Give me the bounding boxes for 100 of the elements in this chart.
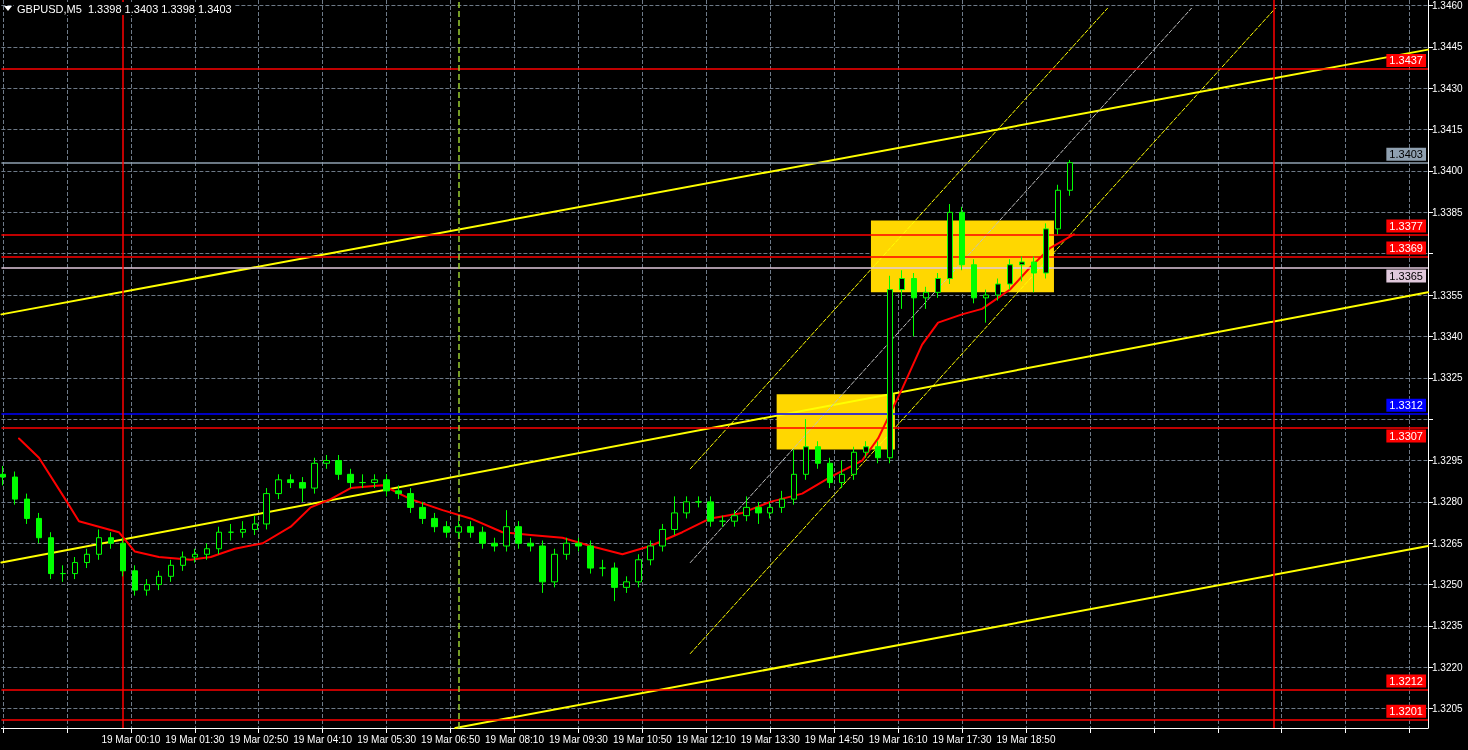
y-tick-label: 1.3205: [1432, 703, 1464, 715]
candlestick: [467, 520, 474, 539]
y-tick-label: 1.3355: [1432, 289, 1464, 301]
y-tick-label: 1.3325: [1432, 372, 1464, 384]
x-tick-label: 19 Mar 12:10: [676, 733, 737, 745]
candlestick: [1055, 184, 1061, 235]
y-tick-label: 1.3445: [1432, 41, 1464, 53]
candlestick: [275, 473, 282, 500]
y-tick-label: 1.3220: [1432, 661, 1464, 673]
x-tick-label: 19 Mar 05:30: [357, 733, 417, 745]
candlestick: [108, 531, 114, 550]
y-tick-label: 1.3265: [1432, 537, 1464, 549]
candlestick: [899, 269, 905, 310]
y-tick-label: 1.3250: [1432, 579, 1464, 591]
candlestick: [851, 446, 857, 481]
candlestick: [216, 526, 222, 555]
candlestick: [959, 206, 965, 271]
x-tick-label: 19 Mar 09:30: [548, 733, 609, 745]
candlestick: [144, 578, 150, 597]
ref-line-label: 1.3307: [1389, 429, 1423, 442]
candlestick: [24, 493, 30, 525]
candlestick: [48, 531, 54, 580]
x-tick-label: 19 Mar 01:30: [165, 733, 225, 745]
candlestick: [1019, 255, 1025, 282]
candlestick: [803, 418, 809, 481]
candlestick: [575, 537, 582, 553]
ref-line-label: 1.3403: [1389, 148, 1423, 161]
candlestick: [431, 512, 438, 533]
candlestick: [479, 526, 486, 550]
candlestick: [683, 495, 690, 519]
x-tick-label: 19 Mar 10:50: [612, 733, 673, 745]
candlestick: [84, 548, 90, 569]
y-tick-label: 1.3415: [1432, 124, 1464, 136]
candlestick: [0, 465, 6, 486]
candlestick: [911, 272, 917, 337]
candlestick: [347, 468, 354, 489]
candlestick: [287, 473, 294, 489]
candlestick: [923, 286, 929, 310]
candlestick: [767, 501, 773, 519]
candlestick: [407, 487, 414, 514]
candlestick: [971, 258, 977, 304]
y-tick-label: 1.3295: [1432, 455, 1464, 467]
ref-line-label: 1.3212: [1389, 674, 1423, 687]
y-tick-label: 1.3280: [1432, 496, 1464, 508]
x-tick-label: 19 Mar 06:50: [421, 733, 481, 745]
candlestick: [863, 440, 869, 459]
candlestick: [252, 515, 258, 536]
candlestick: [263, 487, 270, 530]
candlestick: [60, 564, 66, 583]
candlestick: [72, 556, 78, 580]
candlestick: [180, 551, 186, 572]
candlestick: [551, 548, 558, 588]
x-tick-label: 19 Mar 17:30: [932, 733, 992, 745]
x-tick-label: 19 Mar 00:10: [101, 733, 161, 745]
candlestick: [383, 473, 390, 497]
candlestick: [983, 289, 989, 324]
candlestick: [599, 559, 606, 577]
candlestick: [1031, 255, 1037, 293]
candlestick: [419, 501, 426, 525]
candlestick: [156, 570, 162, 591]
candlestick: [731, 509, 738, 528]
candlestick: [192, 548, 198, 564]
ref-line-label: 1.3377: [1389, 219, 1423, 232]
candlestick: [743, 495, 750, 522]
candlestick: [132, 564, 138, 597]
ref-line-label: 1.3437: [1389, 54, 1423, 67]
candlestick: [707, 495, 714, 528]
candlestick: [228, 523, 234, 541]
candlestick: [1007, 258, 1013, 291]
chart-title: GBPUSD,M5 1.3398 1.3403 1.3398 1.3403: [17, 2, 232, 15]
candlestick: [995, 278, 1001, 302]
candlestick: [839, 460, 845, 489]
candlestick: [635, 553, 642, 588]
candlestick: [659, 523, 666, 553]
candlestick: [371, 473, 378, 489]
candlestick: [515, 520, 522, 550]
candlestick: [455, 520, 462, 539]
candlestick: [695, 495, 702, 508]
candlestick: [491, 537, 498, 553]
x-tick-label: 19 Mar 02:50: [229, 733, 289, 745]
ref-line-label: 1.3365: [1389, 269, 1423, 282]
candlestick: [335, 454, 342, 481]
candlestick: [204, 542, 210, 561]
x-tick-label: 19 Mar 18:50: [996, 733, 1056, 745]
candlestick: [539, 539, 546, 594]
y-tick-label: 1.3400: [1432, 165, 1464, 177]
candlestick: [503, 509, 510, 553]
candlestick: [96, 528, 102, 561]
y-tick-label: 1.3340: [1432, 330, 1464, 342]
candlestick: [12, 471, 18, 506]
x-tick-label: 19 Mar 04:10: [293, 733, 353, 745]
candlestick: [671, 495, 678, 536]
candlestick: [779, 490, 785, 514]
x-tick-label: 19 Mar 13:30: [740, 733, 801, 745]
ref-line-label: 1.3201: [1389, 705, 1423, 718]
candlestick: [719, 515, 726, 528]
x-tick-label: 19 Mar 16:10: [868, 733, 929, 745]
candlestick: [875, 440, 881, 464]
y-tick-label: 1.3460: [1432, 0, 1464, 12]
candlestick: [1043, 222, 1049, 280]
